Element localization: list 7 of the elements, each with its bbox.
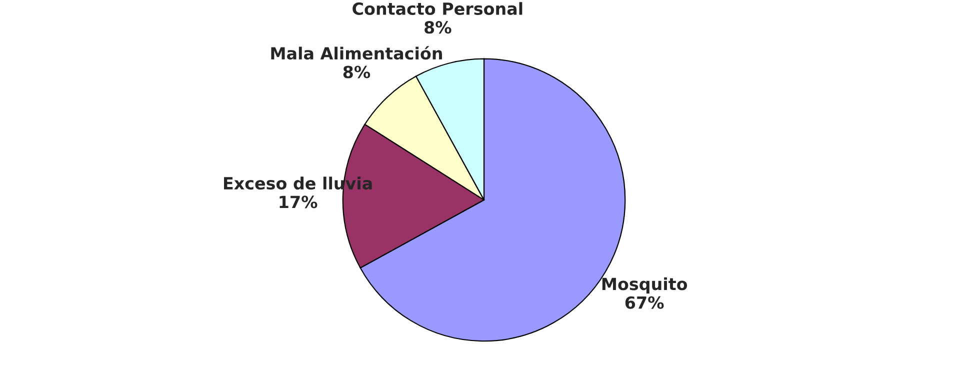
slice-label: Mosquito [602,277,688,294]
data-label: 67% [625,296,664,309]
data-label: 8% [424,21,452,34]
data-label: 17% [280,196,318,208]
slice-label: Contacto Personal [352,2,522,15]
data-label: 8% [343,66,370,78]
slice-label: Mala Alimentación [271,46,442,60]
